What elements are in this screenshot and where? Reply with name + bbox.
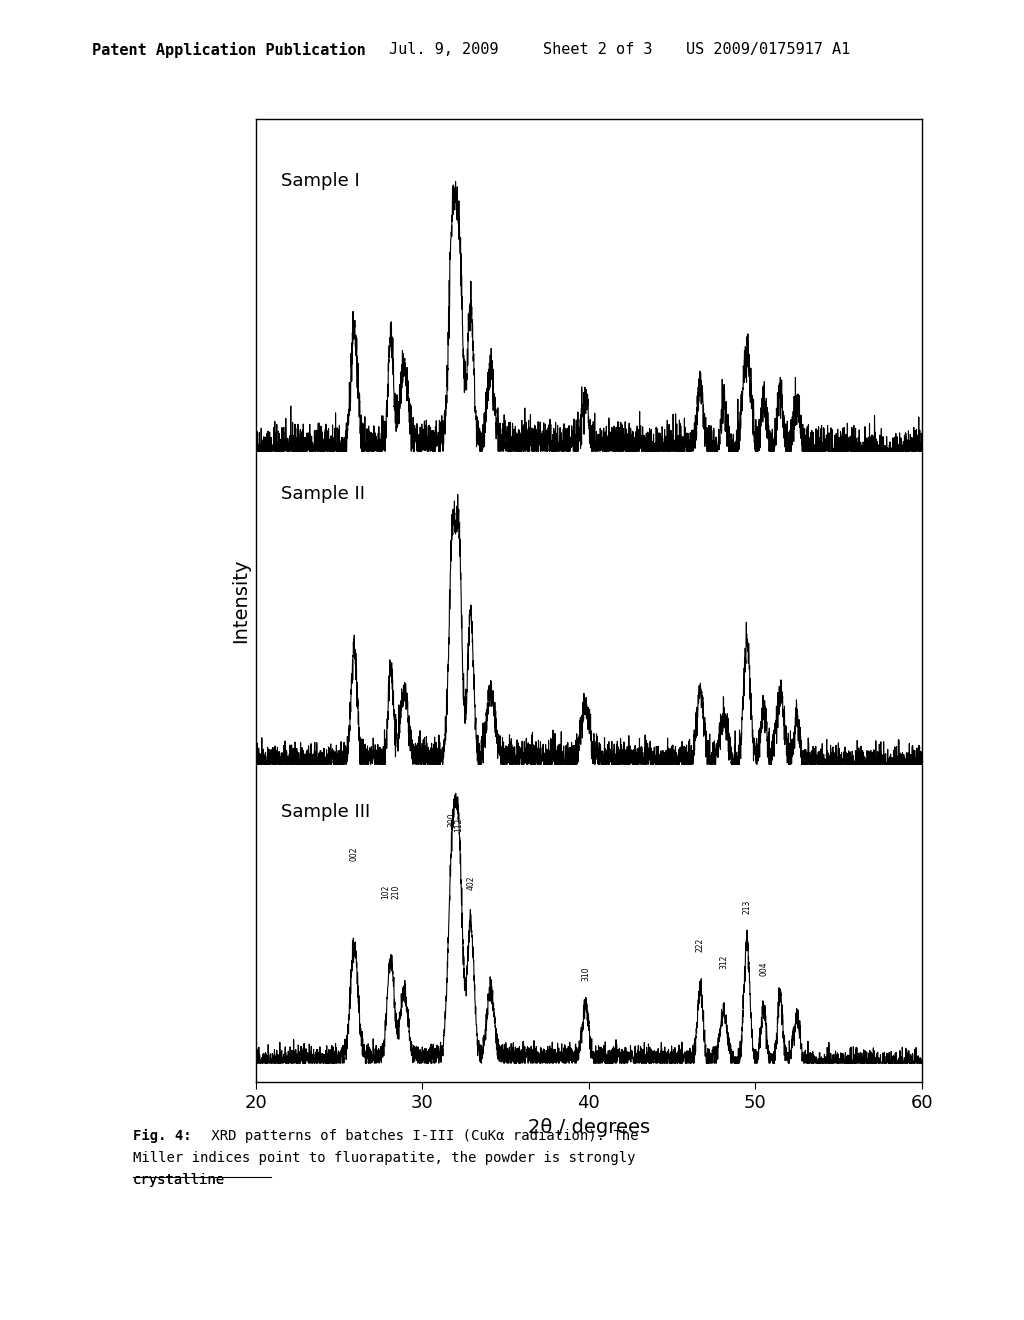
Y-axis label: Intensity: Intensity (231, 558, 251, 643)
Text: 312: 312 (719, 954, 728, 969)
Text: 002: 002 (349, 846, 358, 861)
Text: Miller indices point to fluorapatite, the powder is strongly: Miller indices point to fluorapatite, th… (133, 1151, 636, 1166)
Text: crystalline: crystalline (133, 1173, 225, 1188)
Text: US 2009/0175917 A1: US 2009/0175917 A1 (686, 42, 850, 57)
Text: 213: 213 (742, 899, 752, 913)
Text: Sample III: Sample III (281, 803, 371, 821)
Text: Patent Application Publication: Patent Application Publication (92, 42, 366, 58)
Text: XRD patterns of batches I-III (CuKα radiation). The: XRD patterns of batches I-III (CuKα radi… (203, 1129, 638, 1143)
Text: 004: 004 (759, 962, 768, 977)
Text: Jul. 9, 2009: Jul. 9, 2009 (389, 42, 499, 57)
Text: Sheet 2 of 3: Sheet 2 of 3 (543, 42, 652, 57)
Text: Sample I: Sample I (281, 172, 359, 190)
Text: Sample II: Sample II (281, 484, 365, 503)
Text: 102
210: 102 210 (381, 884, 400, 899)
Text: crystalline: crystalline (133, 1173, 225, 1188)
Text: 112: 112 (455, 817, 464, 832)
Text: Fig. 4:: Fig. 4: (133, 1129, 191, 1143)
Text: 300: 300 (447, 812, 457, 828)
Text: 222: 222 (695, 939, 705, 952)
Text: 402: 402 (466, 875, 475, 890)
Text: 310: 310 (581, 966, 590, 981)
X-axis label: 2θ / degrees: 2θ / degrees (527, 1118, 650, 1137)
